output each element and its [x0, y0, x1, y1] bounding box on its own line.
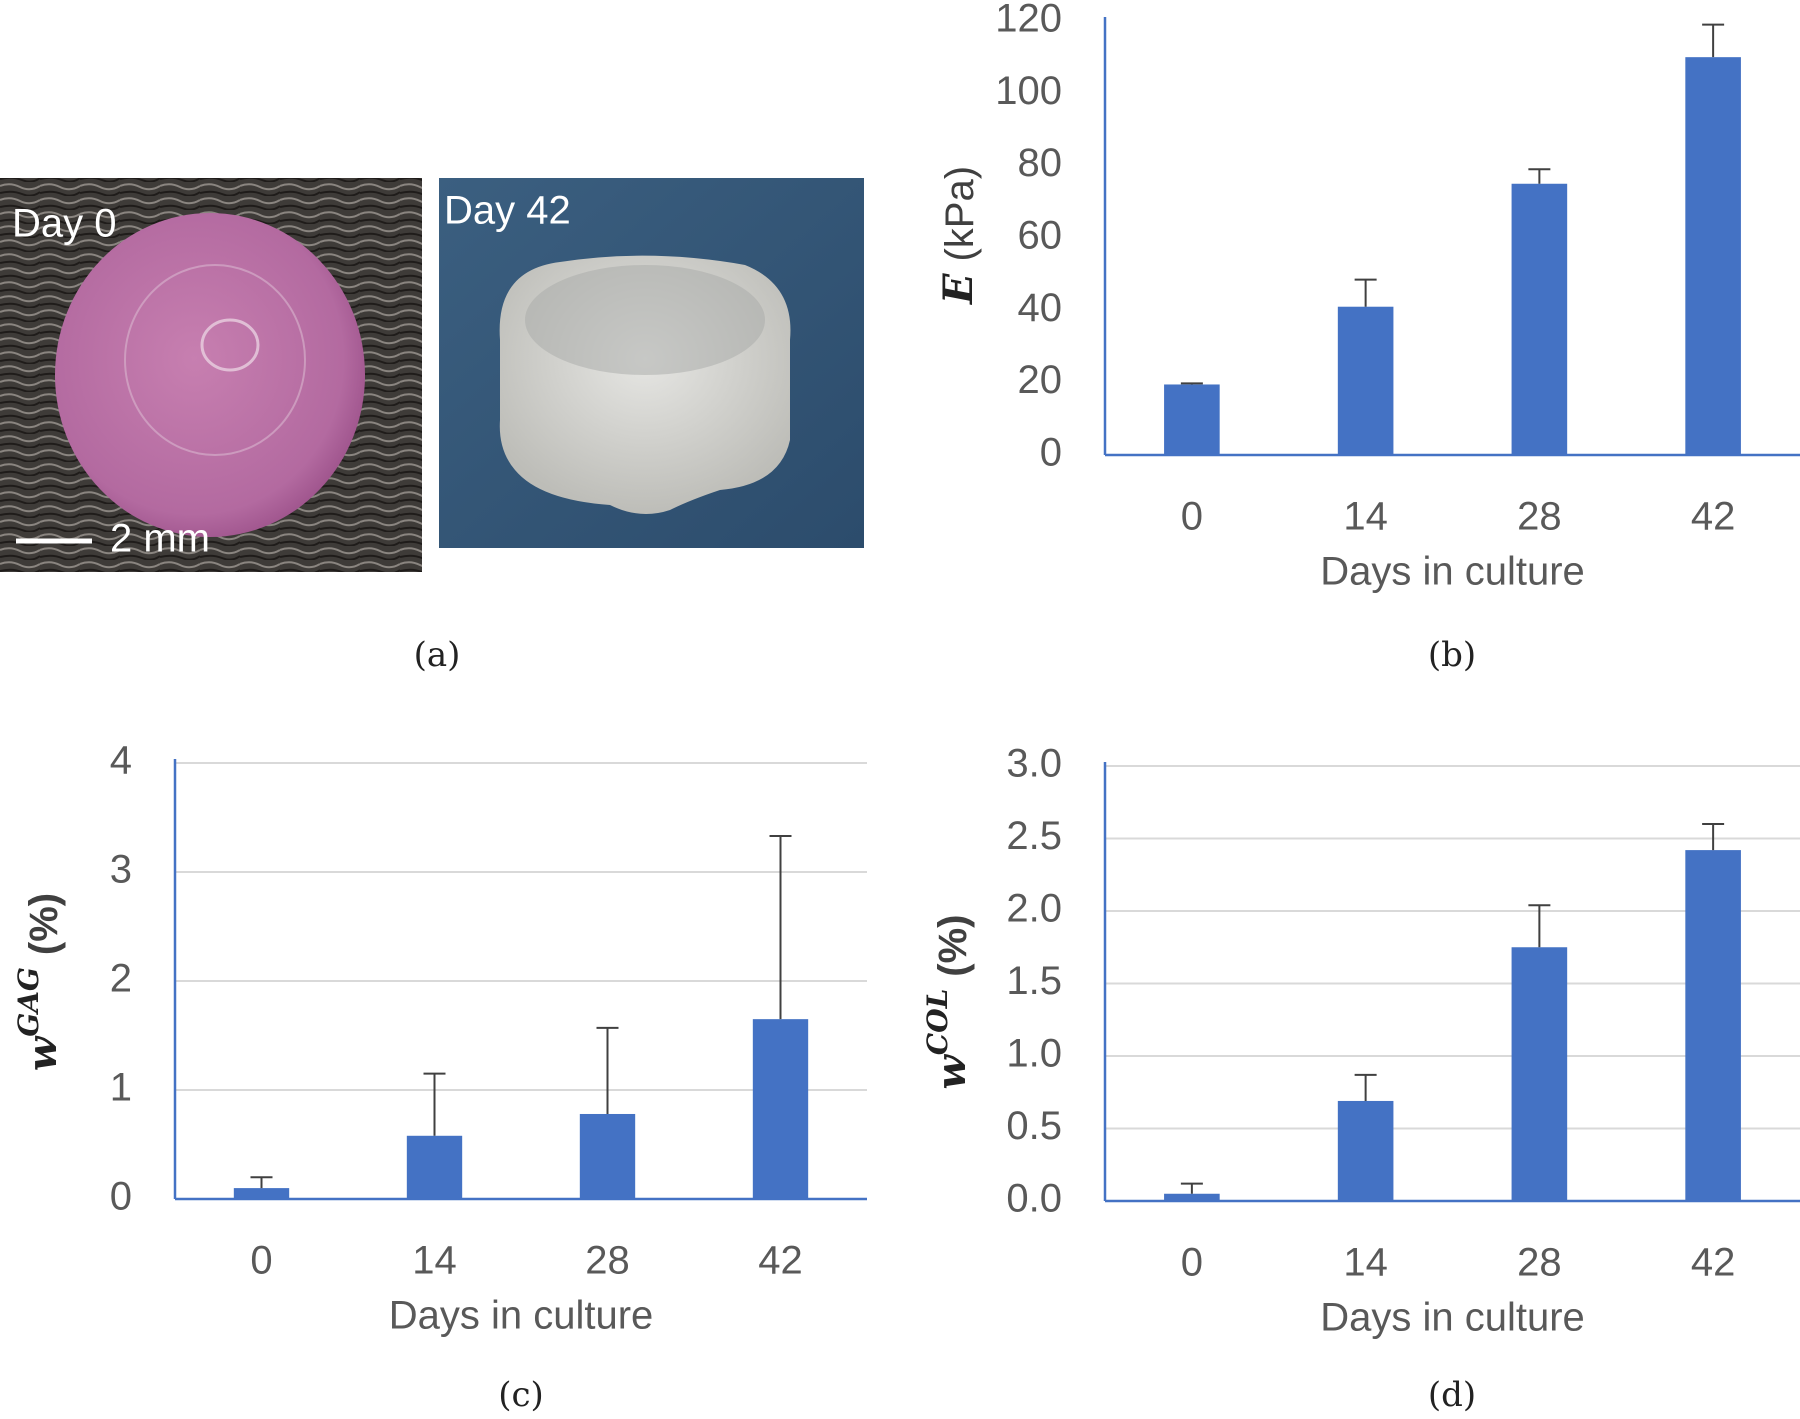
bar [1337, 1100, 1394, 1201]
photo-day0: Day 0 2 mm [0, 178, 422, 572]
bar [1685, 57, 1741, 456]
y-tick-label: 2.0 [1006, 887, 1062, 931]
y-label-symbol: w [928, 1054, 975, 1090]
photo-day42: Day 42 [439, 178, 864, 548]
y-tick-label: 60 [1018, 214, 1063, 258]
y-tick-label: 0 [1040, 431, 1062, 475]
y-tick-label: 20 [1018, 358, 1063, 402]
x-tick-label: 14 [1343, 495, 1388, 539]
x-tick-label: 28 [1517, 495, 1562, 539]
x-axis-label: Days in culture [1320, 1296, 1585, 1340]
chart: 0 1 2 3 4 0 14 28 42 Days in culture wGAG (%) (c) [12, 739, 867, 1415]
error-bar [1354, 278, 1377, 307]
x-tick-label: 14 [1343, 1241, 1388, 1285]
y-tick-label: 3.0 [1006, 742, 1062, 786]
y-axis-label: wCOL (%) [921, 914, 976, 1089]
error-bar [1180, 382, 1203, 385]
error-bar [769, 835, 792, 1020]
x-tick-label: 42 [1691, 495, 1736, 539]
x-axis-label: Days in culture [389, 1294, 654, 1338]
y-axis-label: wGAG (%) [12, 893, 67, 1071]
bar [1164, 1193, 1220, 1201]
chart: 0 20 40 60 80 100 120 0 14 28 42 Days in culture E (k… [935, 0, 1800, 675]
x-tick-label: 28 [1517, 1241, 1562, 1285]
error-bar [1702, 23, 1725, 58]
caption: (c) [498, 1375, 544, 1415]
error-bar [250, 1176, 273, 1189]
bar [1685, 850, 1741, 1201]
caption: (d) [1428, 1375, 1476, 1415]
y-label-unit: (%) [931, 914, 975, 976]
caption: (a) [414, 635, 461, 675]
error-bar [423, 1072, 446, 1136]
photo-label: Day 0 [12, 202, 117, 246]
bar [233, 1188, 290, 1199]
y-tick-label: 40 [1018, 286, 1063, 330]
error-bar [1528, 904, 1551, 948]
y-tick-label: 1 [110, 1066, 132, 1110]
y-label-superscript: GAG [12, 967, 45, 1037]
error-bar [1180, 1182, 1203, 1194]
y-tick-label: 120 [995, 0, 1062, 41]
y-label-symbol: w [19, 1035, 66, 1071]
caption: (b) [1428, 635, 1476, 675]
y-label-symbol: E [935, 273, 982, 305]
bar [1511, 947, 1568, 1201]
bar [1511, 183, 1568, 455]
scale-bar-label: 2 mm [110, 517, 210, 561]
x-axis-label: Days in culture [1320, 550, 1585, 594]
error-bar [1528, 168, 1551, 184]
error-bar [1354, 1073, 1377, 1101]
y-tick-label: 1.0 [1006, 1032, 1062, 1076]
y-tick-label: 4 [110, 739, 132, 783]
bar [579, 1113, 636, 1199]
chart: 0.0 0.5 1.0 1.5 2.0 2.5 3.0 0 14 28 42 Days in cult… [921, 742, 1800, 1415]
x-tick-label: 42 [758, 1239, 803, 1283]
y-tick-label: 0.5 [1006, 1104, 1062, 1148]
x-tick-label: 0 [250, 1239, 272, 1283]
x-tick-label: 0 [1181, 1241, 1203, 1285]
x-tick-label: 0 [1181, 495, 1203, 539]
y-tick-label: 2.5 [1006, 814, 1062, 858]
y-tick-label: 1.5 [1006, 959, 1062, 1003]
error-bar [1702, 823, 1725, 851]
y-axis-label: E (kPa) [935, 166, 982, 305]
bar [1337, 306, 1394, 455]
y-tick-label: 0 [110, 1175, 132, 1219]
y-tick-label: 80 [1018, 141, 1063, 185]
y-label-unit: (kPa) [938, 166, 982, 262]
y-label-superscript: COL [921, 989, 954, 1055]
error-bar [596, 1026, 619, 1114]
y-label-unit: (%) [22, 893, 66, 955]
x-tick-label: 14 [412, 1239, 457, 1283]
y-tick-label: 3 [110, 848, 132, 892]
bar [752, 1019, 809, 1199]
x-tick-label: 42 [1691, 1241, 1736, 1285]
x-tick-label: 28 [585, 1239, 630, 1283]
bar [1164, 384, 1220, 455]
photo-label: Day 42 [444, 189, 571, 233]
y-tick-label: 100 [995, 69, 1062, 113]
y-tick-label: 0.0 [1006, 1177, 1062, 1221]
bar [406, 1135, 463, 1199]
y-tick-label: 2 [110, 957, 132, 1001]
